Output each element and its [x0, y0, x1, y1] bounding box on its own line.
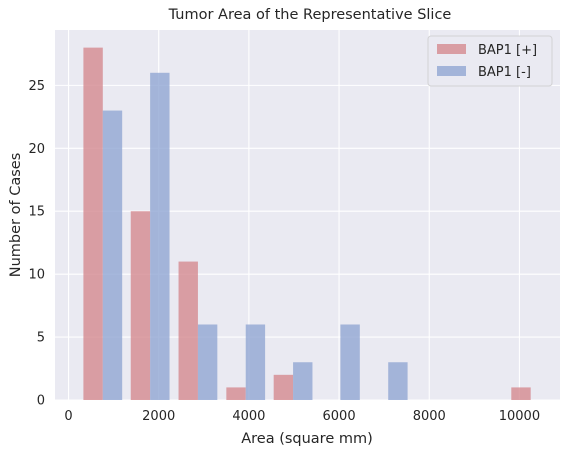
legend-swatch: [437, 44, 466, 54]
x-axis-label: Area (square mm): [241, 431, 373, 447]
x-tick-label: 0: [64, 409, 72, 424]
chart-title: Tumor Area of the Representative Slice: [168, 7, 452, 23]
y-tick-label: 10: [28, 268, 45, 283]
x-tick-label: 4000: [232, 409, 265, 424]
x-tick-label: 2000: [142, 409, 175, 424]
bar-series-1: [511, 387, 531, 400]
x-tick-label: 6000: [323, 409, 356, 424]
bars: [83, 47, 531, 400]
bar-series-1: [130, 211, 151, 400]
y-tick-label: 15: [28, 205, 45, 220]
bar-series-1: [178, 261, 198, 400]
bar-series-2: [150, 72, 170, 400]
legend-swatch: [437, 66, 466, 76]
x-tick-label: 8000: [413, 409, 446, 424]
y-tick-label: 5: [37, 331, 45, 346]
x-tick-label: 10000: [499, 409, 540, 424]
bar-series-2: [388, 362, 408, 400]
y-tick-label: 25: [28, 79, 45, 94]
y-tick-label: 20: [28, 142, 45, 157]
y-tick-labels: 0 5 10 15 20 25: [28, 79, 45, 409]
legend-label: BAP1 [-]: [478, 65, 531, 80]
legend: BAP1 [+] BAP1 [-]: [427, 35, 553, 87]
x-tick-labels: 0 2000 4000 6000 8000 10000: [64, 409, 540, 424]
bar-series-1: [273, 374, 294, 400]
bar-series-2: [293, 362, 313, 400]
bar-series-2: [102, 110, 123, 400]
bar-series-2: [197, 324, 218, 400]
bar-series-1: [226, 387, 246, 400]
bar-series-1: [83, 47, 103, 400]
y-tick-label: 0: [37, 394, 45, 409]
legend-label: BAP1 [+]: [478, 43, 537, 58]
bar-series-2: [245, 324, 266, 400]
bar-series-2: [340, 324, 360, 400]
y-axis-label: Number of Cases: [8, 153, 24, 277]
